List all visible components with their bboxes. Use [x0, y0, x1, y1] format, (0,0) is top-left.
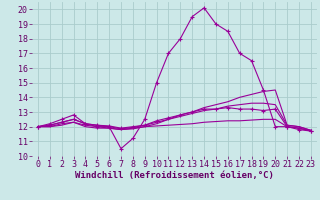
X-axis label: Windchill (Refroidissement éolien,°C): Windchill (Refroidissement éolien,°C) — [75, 171, 274, 180]
